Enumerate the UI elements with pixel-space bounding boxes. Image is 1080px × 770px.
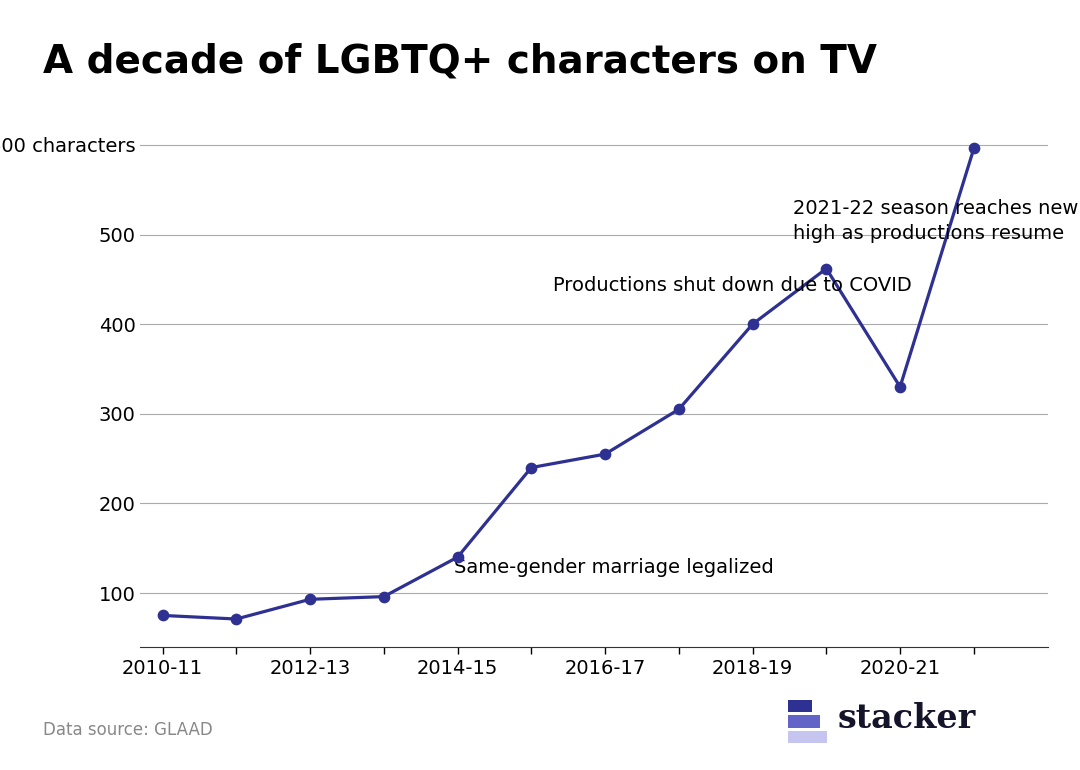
Text: 2021-22 season reaches new
high as productions resume: 2021-22 season reaches new high as produ…: [793, 199, 1079, 243]
Text: Data source: GLAAD: Data source: GLAAD: [43, 721, 213, 739]
Text: Productions shut down due to COVID: Productions shut down due to COVID: [553, 276, 913, 296]
Point: [153, 609, 171, 621]
Point: [966, 142, 983, 155]
Point: [523, 461, 540, 474]
Text: Same-gender marriage legalized: Same-gender marriage legalized: [454, 558, 773, 577]
Point: [891, 380, 908, 393]
Text: stacker: stacker: [838, 702, 976, 735]
Point: [449, 551, 467, 564]
Point: [596, 448, 613, 460]
Point: [301, 593, 319, 605]
Point: [228, 613, 245, 625]
Text: A decade of LGBTQ+ characters on TV: A decade of LGBTQ+ characters on TV: [43, 42, 877, 80]
Point: [744, 318, 761, 330]
Point: [671, 403, 688, 416]
Point: [818, 263, 835, 275]
Point: [375, 591, 392, 603]
